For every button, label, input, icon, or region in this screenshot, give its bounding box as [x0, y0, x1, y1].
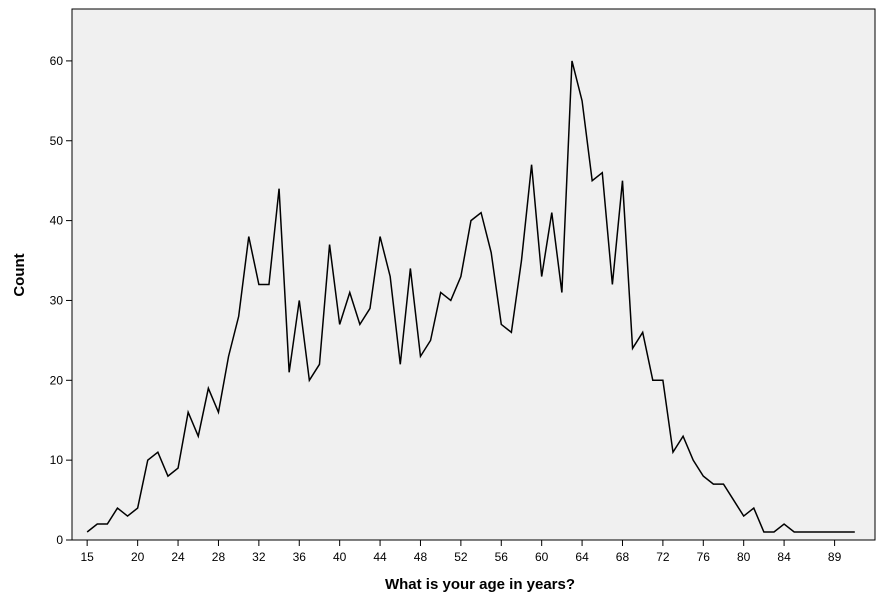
- y-tick-label: 10: [50, 453, 64, 467]
- x-tick-label: 44: [373, 550, 387, 564]
- y-tick-label: 0: [56, 533, 63, 547]
- y-axis-title: Count: [11, 253, 28, 296]
- y-tick-label: 30: [50, 293, 64, 307]
- series-line: [86, 60, 855, 533]
- y-tick-label: 20: [50, 373, 64, 387]
- x-tick-label: 28: [212, 550, 226, 564]
- x-tick-label: 48: [414, 550, 428, 564]
- x-tick-label: 72: [656, 550, 670, 564]
- x-tick-label: 60: [535, 550, 549, 564]
- x-tick-label: 68: [616, 550, 630, 564]
- x-tick-label: 56: [495, 550, 509, 564]
- x-tick-label: 15: [80, 550, 94, 564]
- x-tick-label: 24: [171, 550, 185, 564]
- x-tick-label: 80: [737, 550, 751, 564]
- x-tick-label: 52: [454, 550, 468, 564]
- x-axis-ticks: 15 20 24 28 32 36 40 44 48 52 56 60 64 68 72 76 80 84 89: [80, 540, 842, 564]
- y-axis-ticks: 0 10 20 30 40 50 60: [50, 54, 72, 547]
- x-tick-label: 76: [697, 550, 711, 564]
- y-tick-label: 40: [50, 214, 64, 228]
- plot-area: [71, 8, 876, 541]
- x-tick-label: 40: [333, 550, 347, 564]
- x-axis-title: What is your age in years?: [385, 576, 575, 593]
- x-tick-label: 64: [575, 550, 589, 564]
- y-tick-label: 60: [50, 54, 64, 68]
- x-tick-label: 32: [252, 550, 266, 564]
- y-tick-label: 50: [50, 134, 64, 148]
- x-tick-label: 84: [777, 550, 791, 564]
- x-tick-label: 20: [131, 550, 145, 564]
- x-tick-label: 36: [293, 550, 307, 564]
- x-tick-label: 89: [828, 550, 842, 564]
